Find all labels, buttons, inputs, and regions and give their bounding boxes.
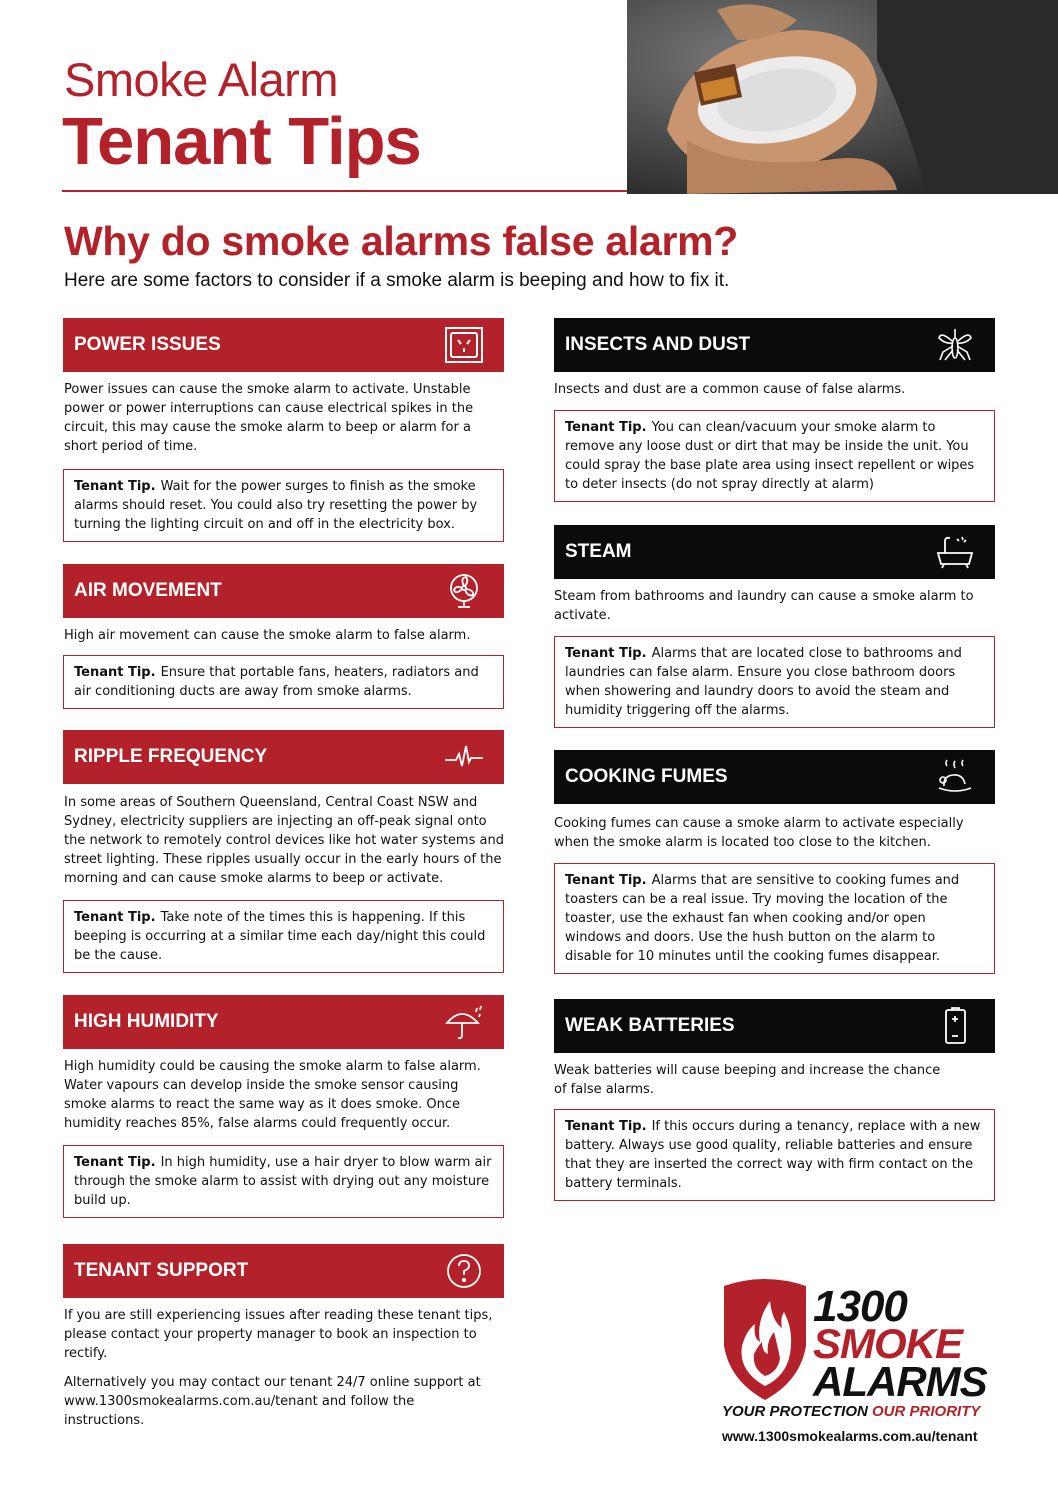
tenant-tip-box: Tenant Tip. You can clean/vacuum your smo… [554,410,995,502]
tip-label: Tenant Tip. [565,420,647,435]
section-title: RIPPLE FREQUENCY [74,746,268,767]
tenant-tip-box: Tenant Tip. In high humidity, use a hair … [63,1145,504,1218]
tip-text: Ensure that portable fans, heaters, radi… [74,665,479,699]
section-header-tenant-support: TENANT SUPPORT [63,1244,504,1298]
hero-photo [627,0,1058,194]
section-body: Power issues can cause the smoke alarm t… [64,382,474,454]
tip-label: Tenant Tip. [74,665,156,680]
section-title: HIGH HUMIDITY [74,1011,219,1032]
section-body: Insects and dust are a common cause of f… [554,382,906,397]
tip-label: Tenant Tip. [74,910,156,925]
logo-line3: ALARMS [813,1358,988,1405]
section-title: INSECTS AND DUST [565,334,751,355]
tip-text: Alarms that are located close to bathroo… [565,646,962,718]
title-line1: Smoke Alarm [64,53,338,106]
logo-line2: SMOKE [813,1320,963,1367]
tip-text: Take note of the times this is happening… [74,910,486,963]
title-divider [62,190,630,192]
headline: Why do smoke alarms false alarm? [64,218,739,264]
fan-icon [444,572,484,610]
section-title: AIR MOVEMENT [74,580,222,601]
logo-line1: 1300 [813,1282,908,1331]
tenant-tip-box: Tenant Tip. Alarms that are sensitive to … [554,863,995,974]
tenant-tip-box: Tenant Tip. Take note of the times this i… [63,900,504,973]
section-body: Weak batteries will cause beeping and in… [554,1063,941,1097]
tip-label: Tenant Tip. [74,1155,156,1170]
tip-text: Alarms that are sensitive to cooking fum… [565,873,960,964]
section-header-power-issues: POWER ISSUES [63,318,504,372]
section-header-insects-and-dust: INSECTS AND DUST [554,318,995,372]
logo-tagline: YOUR PROTECTION OUR PRIORITY [722,1403,980,1420]
section-header-high-humidity: HIGH HUMIDITY [63,995,504,1049]
question-icon [444,1252,484,1290]
tip-text: Wait for the power surges to finish as t… [74,479,478,532]
company-logo: 1300 SMOKE ALARMS [720,1276,1000,1446]
tip-label: Tenant Tip. [565,873,647,888]
section-body: In some areas of Southern Queensland, Ce… [64,795,504,886]
section-header-cooking-fumes: COOKING FUMES [554,750,995,804]
section-title: STEAM [565,541,632,562]
section-body: Steam from bathrooms and laundry can cau… [554,589,974,623]
website-link[interactable]: www.1300smokealarms.com.au/tenant [722,1428,978,1444]
tip-label: Tenant Tip. [74,479,156,494]
section-body: Cooking fumes can cause a smoke alarm to… [554,816,964,850]
mosquito-icon [935,326,975,364]
tenant-tip-box: Tenant Tip. Ensure that portable fans, he… [63,655,504,709]
section-title: COOKING FUMES [565,766,728,787]
tenant-tip-box: Tenant Tip. Alarms that are located close… [554,636,995,728]
tip-label: Tenant Tip. [565,646,647,661]
power-outlet-icon [444,326,484,364]
bathtub-icon [935,533,975,571]
title-line2: Tenant Tips [62,104,422,179]
section-title: POWER ISSUES [74,334,221,355]
tenant-tip-box: Tenant Tip. If this occurs during a tenan… [554,1109,995,1201]
section-header-weak-batteries: WEAK BATTERIES [554,999,995,1053]
battery-icon [935,1007,975,1045]
section-header-ripple-frequency: RIPPLE FREQUENCY [63,730,504,784]
tenant-tip-box: Tenant Tip. Wait for the power surges to … [63,469,504,542]
section-body: If you are still experiencing issues aft… [64,1308,493,1361]
tip-text: In high humidity, use a hair dryer to bl… [74,1155,492,1208]
section-body: High air movement can cause the smoke al… [64,628,471,643]
tip-text: If this occurs during a tenancy, replace… [565,1119,981,1191]
tagline-red: OUR PRIORITY [872,1403,981,1420]
section-header-steam: STEAM [554,525,995,579]
tip-label: Tenant Tip. [565,1119,647,1134]
roast-chicken-icon [935,758,975,796]
section-header-air-movement: AIR MOVEMENT [63,564,504,618]
tip-text: You can clean/vacuum your smoke alarm to… [565,420,975,492]
shield-flame-icon [724,1279,806,1400]
subheadline: Here are some factors to consider if a s… [64,270,730,291]
section-body: High humidity could be causing the smoke… [64,1059,481,1131]
section-title: TENANT SUPPORT [74,1260,249,1281]
tagline-black: YOUR PROTECTION [722,1403,868,1420]
pulse-icon [444,738,484,776]
umbrella-rain-icon [444,1003,484,1041]
section-title: WEAK BATTERIES [565,1015,735,1036]
section-body: Alternatively you may contact our tenant… [64,1375,481,1428]
